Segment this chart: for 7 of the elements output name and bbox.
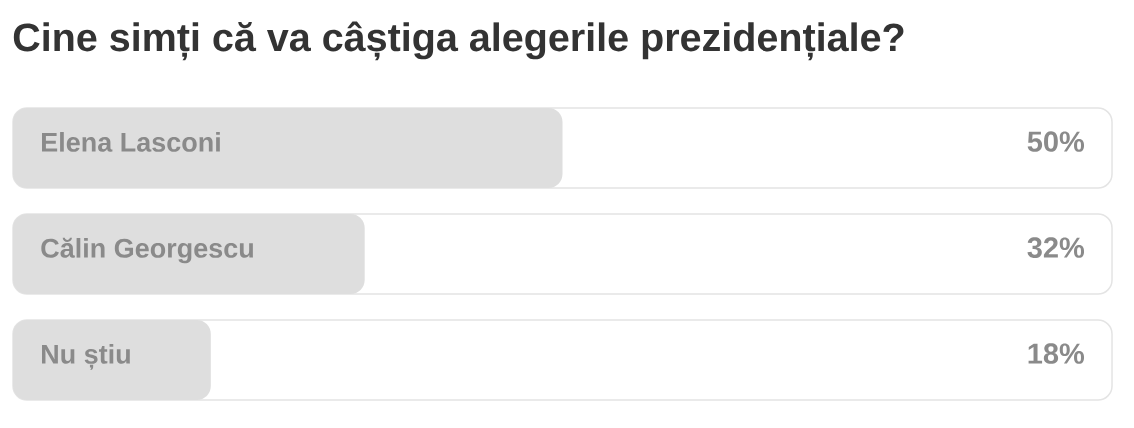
data-label: 32% xyxy=(1027,237,1085,258)
y-tick-label: Călin Georgescu xyxy=(41,237,253,264)
data-label: 50% xyxy=(1027,131,1085,152)
chart-title: Cine simți că va câștiga alegerile prezidențiale? xyxy=(13,21,904,61)
y-tick-label: Nu știu xyxy=(42,344,130,370)
data-label: 18% xyxy=(1028,343,1085,364)
y-tick-label: Elena Lasconi xyxy=(42,132,220,152)
